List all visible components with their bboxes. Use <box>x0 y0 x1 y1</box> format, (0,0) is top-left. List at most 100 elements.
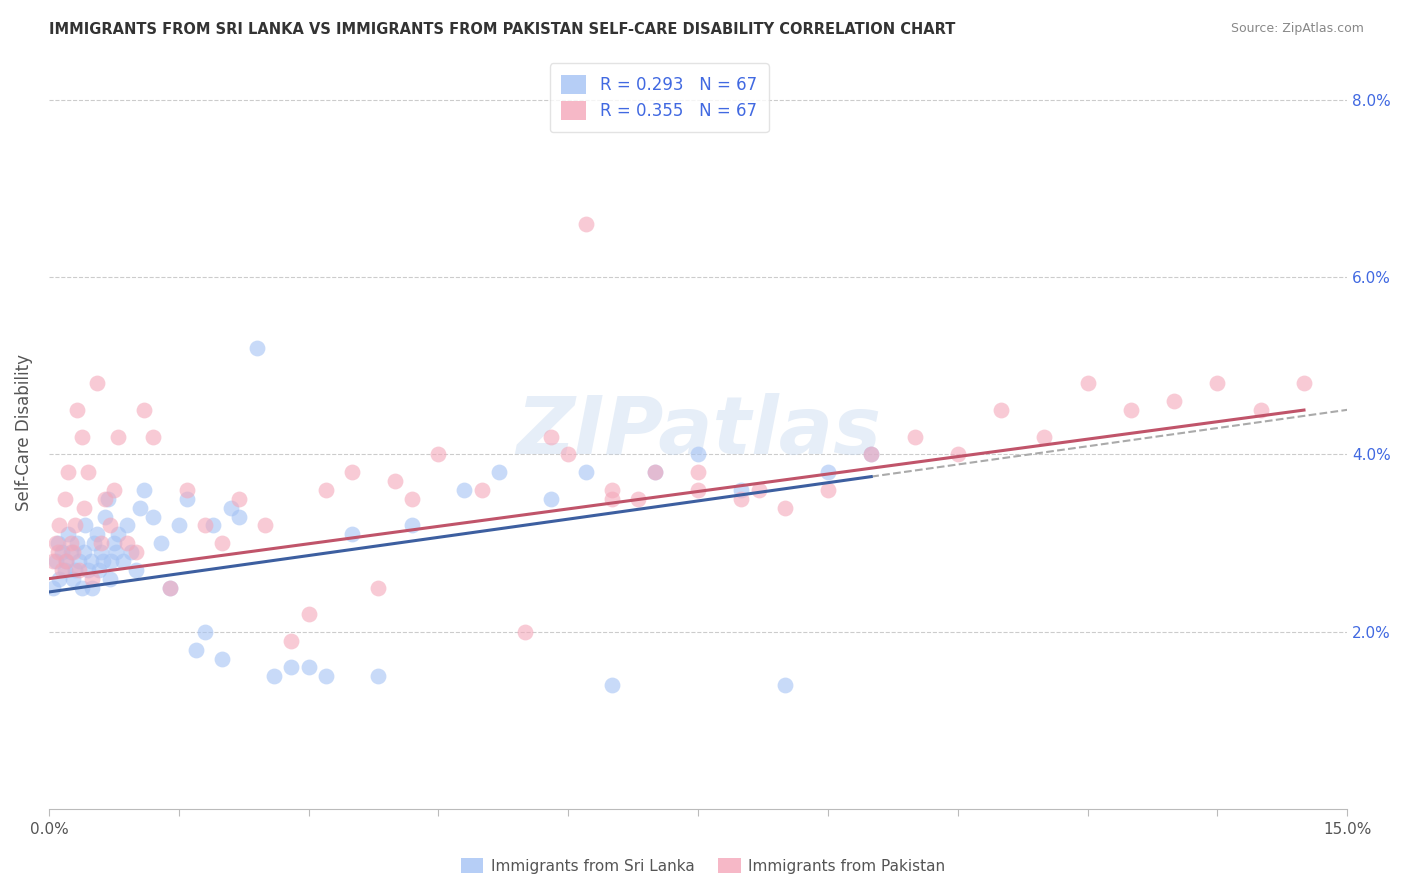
Point <box>98 518 121 533</box>
Point <box>298 660 321 674</box>
Point <box>94 491 117 506</box>
Point <box>817 483 839 497</box>
Point <box>315 483 337 497</box>
Point <box>150 536 173 550</box>
Point <box>55 554 77 568</box>
Point <box>142 430 165 444</box>
Point <box>488 465 510 479</box>
Point <box>688 483 710 497</box>
Point <box>124 545 146 559</box>
Point <box>70 581 93 595</box>
Point <box>1250 403 1272 417</box>
Point <box>600 678 623 692</box>
Legend: R = 0.293   N = 67, R = 0.355   N = 67: R = 0.293 N = 67, R = 0.355 N = 67 <box>550 63 769 132</box>
Point <box>315 669 337 683</box>
Point <box>644 465 666 479</box>
Point <box>51 563 73 577</box>
Point <box>105 545 128 559</box>
Text: IMMIGRANTS FROM SRI LANKA VS IMMIGRANTS FROM PAKISTAN SELF-CARE DISABILITY CORRE: IMMIGRANTS FROM SRI LANKA VS IMMIGRANTS … <box>49 22 956 37</box>
Point <box>540 491 562 506</box>
Point <box>100 554 122 568</box>
Point <box>575 217 598 231</box>
Point <box>103 536 125 550</box>
Point <box>62 572 84 586</box>
Point <box>83 536 105 550</box>
Point <box>600 491 623 506</box>
Point <box>56 527 79 541</box>
Point <box>600 483 623 497</box>
Point <box>194 624 217 639</box>
Point <box>773 500 796 515</box>
Point <box>748 483 770 497</box>
Point <box>46 545 69 559</box>
Text: ZIPatlas: ZIPatlas <box>516 393 880 471</box>
Point <box>159 581 181 595</box>
Point <box>86 527 108 541</box>
Point <box>90 536 112 550</box>
Text: Source: ZipAtlas.com: Source: ZipAtlas.com <box>1230 22 1364 36</box>
Point <box>1119 403 1142 417</box>
Point <box>254 518 277 533</box>
Point <box>860 447 883 461</box>
Point <box>62 545 84 559</box>
Point <box>730 483 752 497</box>
Point <box>688 447 710 461</box>
Point <box>55 554 77 568</box>
Point <box>575 465 598 479</box>
Point <box>298 607 321 622</box>
Y-axis label: Self-Care Disability: Self-Care Disability <box>15 354 32 511</box>
Point <box>401 518 423 533</box>
Point <box>111 554 134 568</box>
Point <box>903 430 925 444</box>
Point <box>644 465 666 479</box>
Point <box>557 447 579 461</box>
Point <box>688 465 710 479</box>
Point <box>82 572 104 586</box>
Point <box>134 403 156 417</box>
Point <box>42 581 65 595</box>
Point <box>48 572 70 586</box>
Point <box>107 430 129 444</box>
Point <box>75 518 97 533</box>
Point <box>53 563 76 577</box>
Point <box>340 527 363 541</box>
Point <box>211 536 233 550</box>
Point <box>72 545 94 559</box>
Point <box>97 491 120 506</box>
Point <box>45 554 67 568</box>
Point <box>176 483 198 497</box>
Point <box>211 651 233 665</box>
Point <box>946 447 969 461</box>
Point <box>1206 376 1229 391</box>
Point <box>860 447 883 461</box>
Point <box>246 341 269 355</box>
Point <box>773 678 796 692</box>
Point <box>990 403 1012 417</box>
Point <box>540 430 562 444</box>
Point <box>120 545 142 559</box>
Legend: Immigrants from Sri Lanka, Immigrants from Pakistan: Immigrants from Sri Lanka, Immigrants fr… <box>454 852 952 880</box>
Point <box>730 491 752 506</box>
Point <box>219 500 242 515</box>
Point <box>176 491 198 506</box>
Point <box>401 491 423 506</box>
Point <box>98 572 121 586</box>
Point <box>124 563 146 577</box>
Point <box>70 430 93 444</box>
Point <box>79 554 101 568</box>
Point <box>427 447 450 461</box>
Point <box>59 536 82 550</box>
Point <box>280 660 302 674</box>
Point <box>228 509 250 524</box>
Point <box>72 500 94 515</box>
Point <box>263 669 285 683</box>
Point <box>94 509 117 524</box>
Point <box>626 491 648 506</box>
Point <box>194 518 217 533</box>
Point <box>134 483 156 497</box>
Point <box>1077 376 1099 391</box>
Point <box>67 563 90 577</box>
Point <box>167 518 190 533</box>
Point <box>86 376 108 391</box>
Point <box>56 465 79 479</box>
